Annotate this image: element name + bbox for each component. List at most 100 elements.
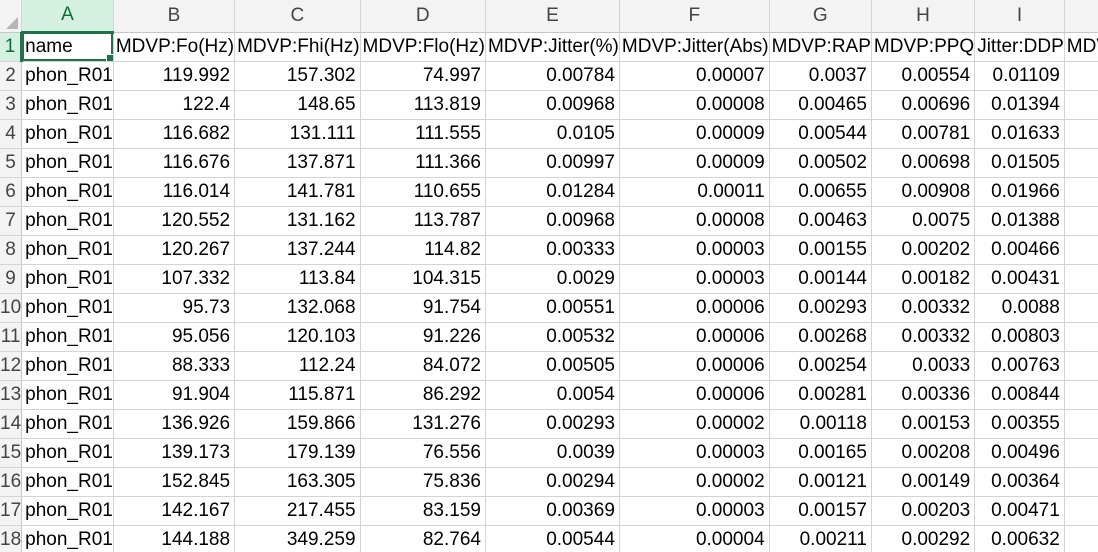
value-cell[interactable]: 0.00502 — [769, 148, 872, 178]
value-cell[interactable]: 122.4 — [113, 90, 236, 120]
value-cell[interactable]: 139.173 — [113, 438, 236, 468]
row-header[interactable]: 17 — [0, 496, 23, 526]
name-cell[interactable]: phon_R01 — [21, 293, 114, 323]
value-cell[interactable]: 0.00544 — [769, 119, 872, 149]
value-cell[interactable]: 0.00182 — [871, 264, 976, 294]
value-cell[interactable]: 0.01633 — [974, 119, 1065, 149]
value-cell[interactable]: 82.764 — [360, 525, 486, 552]
name-cell[interactable]: phon_R01 — [21, 438, 114, 468]
row-header[interactable]: 14 — [0, 409, 23, 439]
value-cell[interactable]: 0.00505 — [485, 351, 620, 381]
value-cell[interactable]: 0.00208 — [871, 438, 976, 468]
name-cell[interactable]: phon_R01 — [21, 177, 114, 207]
column-header-G[interactable]: G — [769, 0, 872, 33]
value-cell[interactable]: 142.167 — [113, 496, 236, 526]
value-cell[interactable]: 0.00165 — [769, 438, 872, 468]
value-cell[interactable]: 76.556 — [360, 438, 486, 468]
value-cell[interactable]: 0.00968 — [485, 90, 620, 120]
name-cell[interactable]: phon_R01 — [21, 264, 114, 294]
value-cell[interactable]: 113.787 — [360, 206, 486, 236]
value-cell[interactable]: 0.00011 — [619, 177, 770, 207]
value-cell[interactable]: 163.305 — [234, 467, 361, 497]
column-header-H[interactable]: H — [871, 0, 976, 33]
value-cell[interactable]: 0.05233 — [1064, 119, 1098, 149]
value-cell[interactable]: 0.00003 — [619, 496, 770, 526]
row-header[interactable]: 15 — [0, 438, 23, 468]
column-header-D[interactable]: D — [360, 0, 486, 33]
value-cell[interactable]: 0.00544 — [485, 525, 620, 552]
value-cell[interactable]: 0.00293 — [485, 409, 620, 439]
value-cell[interactable]: 120.552 — [113, 206, 236, 236]
header-cell[interactable]: MDVP:Fo(Hz) — [113, 32, 236, 62]
value-cell[interactable]: 0.00655 — [769, 177, 872, 207]
value-cell[interactable]: 113.819 — [360, 90, 486, 120]
header-cell[interactable]: MDVP:Flo(Hz) — [360, 32, 486, 62]
value-cell[interactable]: 0.00336 — [871, 380, 976, 410]
value-cell[interactable]: 0.00002 — [619, 467, 770, 497]
value-cell[interactable]: 159.866 — [234, 409, 361, 439]
value-cell[interactable]: 0.02047 — [1064, 525, 1098, 552]
value-cell[interactable]: 0.01503 — [1064, 496, 1098, 526]
value-cell[interactable]: 116.682 — [113, 119, 236, 149]
value-cell[interactable]: 95.056 — [113, 322, 236, 352]
value-cell[interactable]: 132.068 — [234, 293, 361, 323]
value-cell[interactable]: 0.00157 — [769, 496, 872, 526]
value-cell[interactable]: 0.00496 — [974, 438, 1065, 468]
value-cell[interactable]: 0.04701 — [1064, 206, 1098, 236]
value-cell[interactable]: 0.0033 — [871, 351, 976, 381]
name-cell[interactable]: phon_R01 — [21, 235, 114, 265]
value-cell[interactable]: 0.0054 — [485, 380, 620, 410]
value-cell[interactable]: 74.997 — [360, 61, 486, 91]
value-cell[interactable]: 217.455 — [234, 496, 361, 526]
value-cell[interactable]: 107.332 — [113, 264, 236, 294]
value-cell[interactable]: 157.302 — [234, 61, 361, 91]
value-cell[interactable]: 0.00632 — [974, 525, 1065, 552]
value-cell[interactable]: 0.00281 — [769, 380, 872, 410]
value-cell[interactable]: 0.00254 — [769, 351, 872, 381]
name-cell[interactable]: phon_R01 — [21, 148, 114, 178]
value-cell[interactable]: 0.00155 — [769, 235, 872, 265]
row-header[interactable]: 2 — [0, 61, 23, 91]
row-header[interactable]: 4 — [0, 119, 23, 149]
value-cell[interactable]: 0.00008 — [619, 90, 770, 120]
value-cell[interactable]: 0.05492 — [1064, 148, 1098, 178]
value-cell[interactable]: 0.00332 — [871, 293, 976, 323]
value-cell[interactable]: 0.00333 — [485, 235, 620, 265]
value-cell[interactable]: 0.00153 — [871, 409, 976, 439]
name-cell[interactable]: phon_R01 — [21, 119, 114, 149]
value-cell[interactable]: 0.00471 — [974, 496, 1065, 526]
value-cell[interactable]: 179.139 — [234, 438, 361, 468]
column-header-C[interactable]: C — [234, 0, 361, 33]
value-cell[interactable]: 0.0029 — [485, 264, 620, 294]
value-cell[interactable]: 113.84 — [234, 264, 361, 294]
value-cell[interactable]: 0.01828 — [1064, 467, 1098, 497]
value-cell[interactable]: 91.226 — [360, 322, 486, 352]
value-cell[interactable]: 148.65 — [234, 90, 361, 120]
value-cell[interactable]: 0.00009 — [619, 119, 770, 149]
value-cell[interactable]: 137.244 — [234, 235, 361, 265]
value-cell[interactable]: 0.00844 — [974, 380, 1065, 410]
value-cell[interactable]: 0.01567 — [1064, 264, 1098, 294]
row-header[interactable]: 16 — [0, 467, 23, 497]
value-cell[interactable]: 0.04374 — [1064, 61, 1098, 91]
value-cell[interactable]: 131.111 — [234, 119, 361, 149]
value-cell[interactable]: 0.00803 — [974, 322, 1065, 352]
value-cell[interactable]: 141.781 — [234, 177, 361, 207]
header-cell[interactable]: MDVP:PPQ — [871, 32, 976, 62]
value-cell[interactable]: 0.00364 — [974, 467, 1065, 497]
value-cell[interactable]: 137.871 — [234, 148, 361, 178]
column-header-E[interactable]: E — [485, 0, 620, 33]
name-cell[interactable]: phon_R01 — [21, 351, 114, 381]
row-header[interactable]: 6 — [0, 177, 23, 207]
value-cell[interactable]: 0.06134 — [1064, 90, 1098, 120]
value-cell[interactable]: 0.01388 — [974, 206, 1065, 236]
value-cell[interactable]: 0.00004 — [619, 525, 770, 552]
value-cell[interactable]: 110.655 — [360, 177, 486, 207]
value-cell[interactable]: 115.871 — [234, 380, 361, 410]
header-cell[interactable]: MDVP:Jitter(Abs) — [619, 32, 770, 62]
value-cell[interactable]: 0.00003 — [619, 438, 770, 468]
value-cell[interactable]: 131.162 — [234, 206, 361, 236]
value-cell[interactable]: 144.188 — [113, 525, 236, 552]
column-header-B[interactable]: B — [113, 0, 236, 33]
name-cell[interactable]: phon_R01 — [21, 90, 114, 120]
